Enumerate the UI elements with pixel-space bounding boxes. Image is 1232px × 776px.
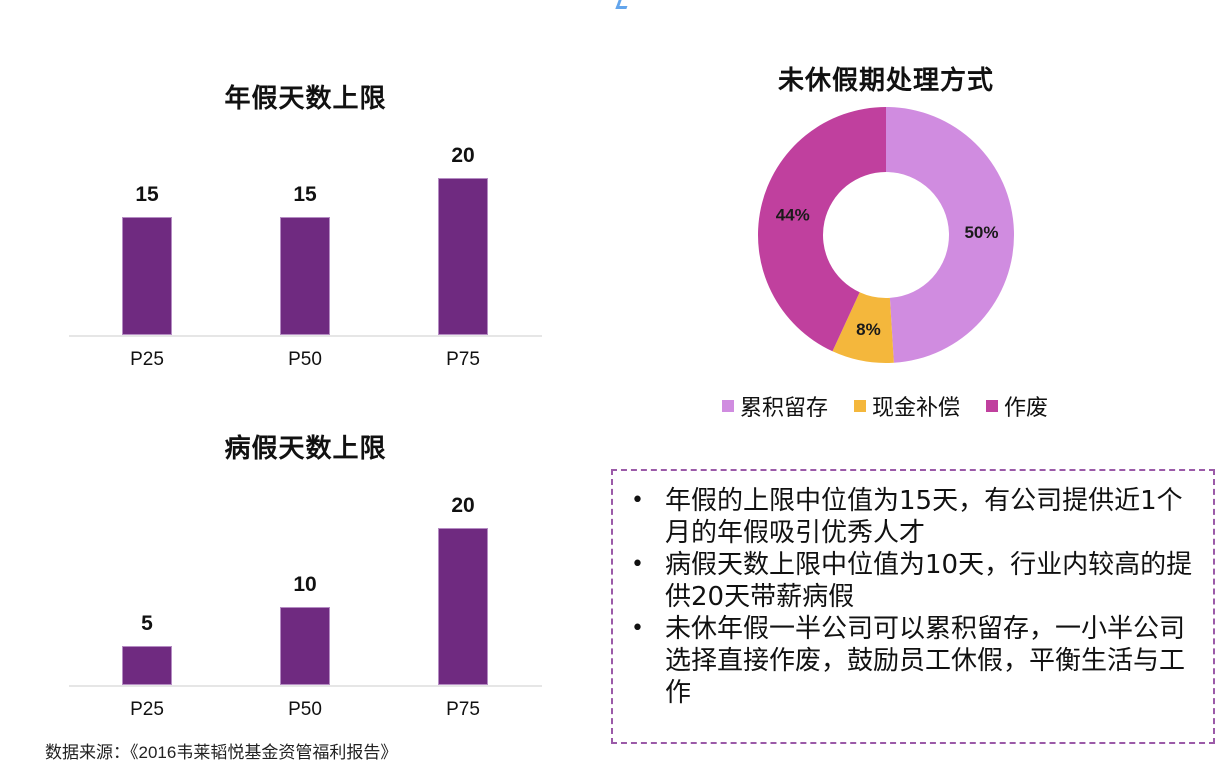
bar-value-label: 15	[135, 183, 159, 207]
category-label: P25	[130, 699, 164, 720]
cursor-mark	[615, 0, 630, 9]
bar-p25	[122, 645, 172, 685]
donut-chart-title: 未休假期处理方式	[777, 66, 994, 96]
unused-leave-donut-chart: 50% 8% 44%	[758, 107, 1014, 363]
legend-swatch-icon	[854, 400, 867, 412]
legend-item-accumulate: 累积留存	[722, 390, 828, 422]
note-text: 未休年假一半公司可以累积留存，一小半公司选择直接作废，鼓励员工休假，平衡生活与工…	[665, 614, 1186, 708]
data-source: 数据来源：《2016韦莱韬悦基金资管福利报告》	[45, 743, 398, 762]
category-label: P50	[288, 699, 322, 720]
x-axis-baseline	[69, 335, 542, 337]
category-label: P75	[446, 349, 480, 370]
bar-p50	[280, 606, 330, 685]
summary-notes-box: • 年假的上限中位值为15天，有公司提供近1个月的年假吸引优秀人才 • 病假天数…	[611, 469, 1215, 744]
donut-slice	[832, 292, 894, 363]
sick-chart-title: 病假天数上限	[224, 434, 387, 464]
note-text: 年假的上限中位值为15天，有公司提供近1个月的年假吸引优秀人才	[665, 486, 1183, 548]
bullet-icon: •	[631, 552, 644, 577]
category-label: P75	[446, 699, 480, 720]
category-label: P50	[288, 349, 322, 370]
donut-slice	[886, 107, 1014, 363]
legend-label: 现金补偿	[872, 396, 961, 421]
slice-percent-label: 50%	[964, 223, 998, 242]
annual-chart-title: 年假天数上限	[224, 84, 387, 114]
note-item: • 病假天数上限中位值为10天，行业内较高的提供20天带薪病假	[631, 549, 1195, 613]
bar-p75	[438, 528, 488, 685]
legend-label: 累积留存	[740, 396, 829, 421]
bar-p25	[122, 217, 172, 335]
legend-swatch-icon	[986, 400, 999, 412]
sick-leave-chart: 5 P25 10 P50 20 P75	[69, 490, 542, 730]
x-axis-baseline	[69, 685, 542, 687]
bar-p50	[280, 217, 330, 335]
legend-item-cash: 现金补偿	[854, 390, 960, 422]
note-text: 病假天数上限中位值为10天，行业内较高的提供20天带薪病假	[665, 550, 1193, 612]
note-item: • 未休年假一半公司可以累积留存，一小半公司选择直接作废，鼓励员工休假，平衡生活…	[631, 613, 1195, 709]
donut-legend: 累积留存 现金补偿 作废	[722, 390, 1048, 422]
legend-item-forfeit: 作废	[986, 390, 1048, 422]
bar-value-label: 5	[141, 611, 153, 635]
bar-value-label: 10	[293, 572, 317, 596]
notes-list: • 年假的上限中位值为15天，有公司提供近1个月的年假吸引优秀人才 • 病假天数…	[613, 471, 1213, 709]
annual-leave-chart: 15 P25 15 P50 20 P75	[69, 140, 542, 380]
category-label: P25	[130, 349, 164, 370]
bar-value-label: 15	[293, 183, 317, 207]
bullet-icon: •	[631, 488, 644, 513]
slice-percent-label: 8%	[856, 320, 881, 339]
donut-slice	[758, 107, 886, 352]
bar-value-label: 20	[451, 494, 475, 517]
bar-value-label: 20	[451, 144, 475, 167]
note-item: • 年假的上限中位值为15天，有公司提供近1个月的年假吸引优秀人才	[631, 485, 1195, 549]
bar-p75	[438, 178, 488, 335]
legend-label: 作废	[1004, 396, 1049, 421]
bullet-icon: •	[631, 616, 644, 641]
slice-percent-label: 44%	[776, 206, 810, 225]
legend-swatch-icon	[722, 400, 734, 412]
